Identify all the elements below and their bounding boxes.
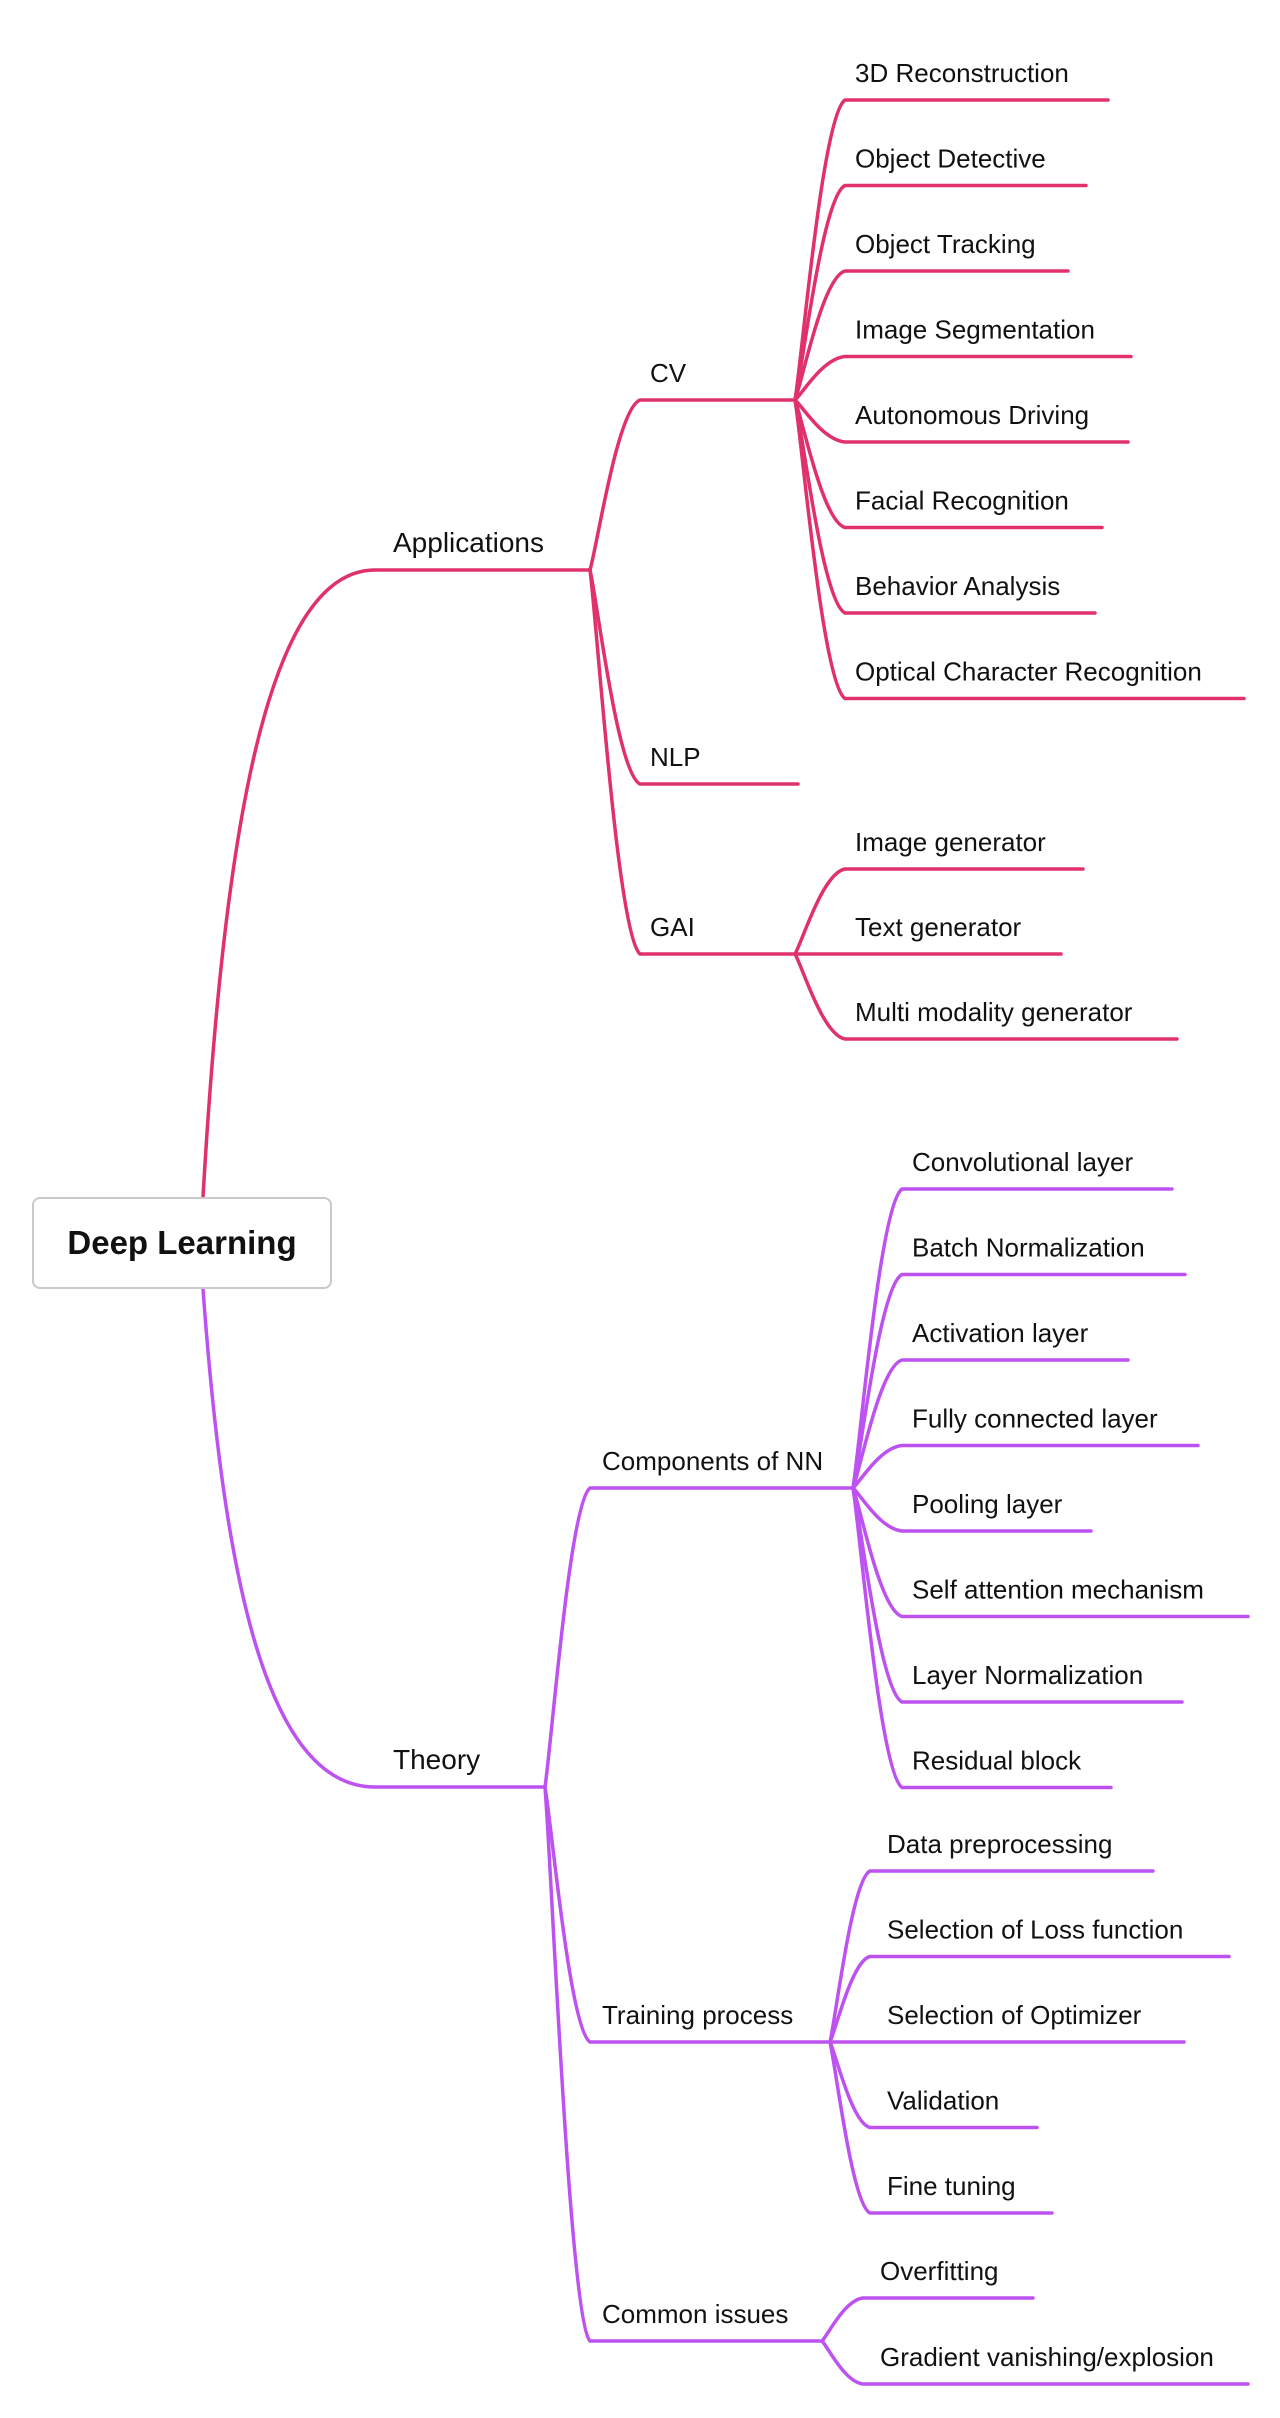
leaf-node-self-attention-mechanism[interactable]: Self attention mechanism bbox=[912, 1575, 1204, 1605]
leaf-node-overfitting[interactable]: Overfitting bbox=[880, 2256, 999, 2286]
subbranch-connector-cv bbox=[590, 400, 795, 570]
leaf-connector-overfitting bbox=[822, 2298, 1033, 2341]
leaf-node-facial-recognition[interactable]: Facial Recognition bbox=[855, 486, 1069, 516]
subbranch-node-cv[interactable]: CV bbox=[650, 358, 687, 388]
root-node-label: Deep Learning bbox=[67, 1224, 296, 1262]
leaf-node-convolutional-layer[interactable]: Convolutional layer bbox=[912, 1147, 1133, 1177]
leaf-node-layer-normalization[interactable]: Layer Normalization bbox=[912, 1660, 1143, 1690]
subbranch-connector-common-issues bbox=[545, 1787, 822, 2341]
branch-node-applications[interactable]: Applications bbox=[393, 527, 544, 558]
leaf-node-data-preprocessing[interactable]: Data preprocessing bbox=[887, 1829, 1112, 1859]
subbranch-node-nlp[interactable]: NLP bbox=[650, 742, 701, 772]
subbranch-node-common-issues[interactable]: Common issues bbox=[602, 2299, 788, 2329]
subbranch-node-components-of-nn[interactable]: Components of NN bbox=[602, 1446, 823, 1476]
leaf-node-pooling-layer[interactable]: Pooling layer bbox=[912, 1489, 1063, 1519]
branch-connector-theory bbox=[203, 1289, 545, 1787]
leaf-node-behavior-analysis[interactable]: Behavior Analysis bbox=[855, 571, 1060, 601]
leaf-node-fine-tuning[interactable]: Fine tuning bbox=[887, 2171, 1016, 2201]
leaf-node-object-tracking[interactable]: Object Tracking bbox=[855, 229, 1036, 259]
leaf-node-batch-normalization[interactable]: Batch Normalization bbox=[912, 1233, 1145, 1263]
subbranch-node-training-process[interactable]: Training process bbox=[602, 2000, 793, 2030]
leaf-node-validation[interactable]: Validation bbox=[887, 2086, 999, 2116]
leaf-node-text-generator[interactable]: Text generator bbox=[855, 912, 1022, 942]
branch-connector-applications bbox=[203, 570, 590, 1197]
leaf-connector-optical-character-recognition bbox=[795, 400, 1244, 699]
subbranch-connector-components-of-nn bbox=[545, 1488, 853, 1787]
leaf-node-selection-of-loss-function[interactable]: Selection of Loss function bbox=[887, 1915, 1183, 1945]
branch-node-theory[interactable]: Theory bbox=[393, 1744, 480, 1775]
leaf-node-activation-layer[interactable]: Activation layer bbox=[912, 1318, 1089, 1348]
leaf-node-fully-connected-layer[interactable]: Fully connected layer bbox=[912, 1404, 1158, 1434]
leaf-node-image-generator[interactable]: Image generator bbox=[855, 827, 1046, 857]
leaf-node-autonomous-driving[interactable]: Autonomous Driving bbox=[855, 400, 1089, 430]
leaf-node-multi-modality-generator[interactable]: Multi modality generator bbox=[855, 997, 1133, 1027]
leaf-node-selection-of-optimizer[interactable]: Selection of Optimizer bbox=[887, 2000, 1142, 2030]
leaf-connector-batch-normalization bbox=[853, 1275, 1185, 1489]
leaf-connector-fully-connected-layer bbox=[853, 1446, 1198, 1489]
leaf-connector-object-detective bbox=[795, 186, 1086, 401]
leaf-node-image-segmentation[interactable]: Image Segmentation bbox=[855, 315, 1095, 345]
leaf-node-3d-reconstruction[interactable]: 3D Reconstruction bbox=[855, 58, 1069, 88]
subbranch-node-gai[interactable]: GAI bbox=[650, 912, 695, 942]
leaf-connector-image-segmentation bbox=[795, 357, 1131, 401]
leaf-node-object-detective[interactable]: Object Detective bbox=[855, 144, 1046, 174]
leaf-node-gradient-vanishing-explosion[interactable]: Gradient vanishing/explosion bbox=[880, 2342, 1214, 2372]
leaf-connector-residual-block bbox=[853, 1488, 1111, 1788]
leaf-node-optical-character-recognition[interactable]: Optical Character Recognition bbox=[855, 657, 1202, 687]
root-node[interactable]: Deep Learning bbox=[32, 1197, 332, 1289]
leaf-node-residual-block[interactable]: Residual block bbox=[912, 1746, 1082, 1776]
